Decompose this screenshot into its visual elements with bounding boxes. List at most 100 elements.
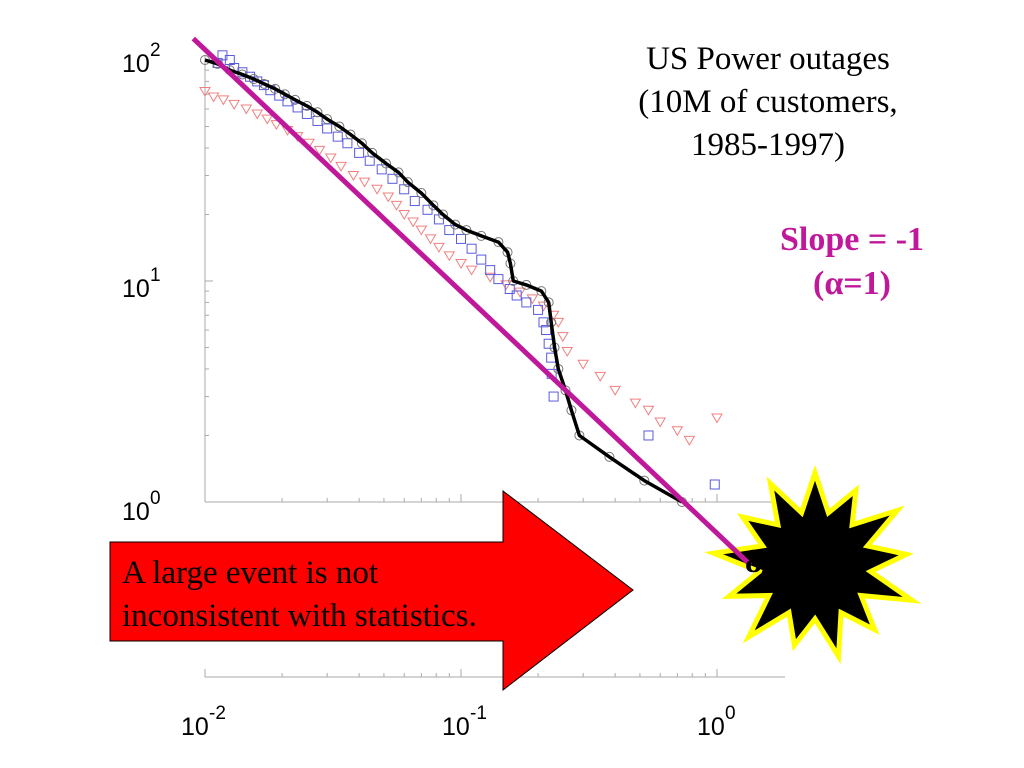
square-point [354, 147, 365, 158]
callout-arrow [109, 489, 634, 692]
square-point [511, 290, 522, 301]
triangle-point [270, 120, 283, 131]
square-point [444, 225, 455, 236]
square-point [322, 123, 333, 134]
triangle-point [455, 259, 467, 269]
x-tick-label-base: 10 [442, 713, 470, 741]
event-date-label: 8/14/03 [745, 543, 849, 580]
circle-point [334, 121, 345, 132]
circle-point [301, 100, 312, 111]
triangle-point [335, 161, 347, 172]
chart-title: US Power outages (10M of customers, 1985… [590, 38, 946, 167]
y-tick-label-base: 10 [122, 498, 150, 526]
circle-point [258, 78, 269, 89]
callout-arrow-shape [109, 489, 634, 692]
square-point [709, 479, 720, 490]
triangle-point [313, 145, 326, 156]
triangle-point [358, 177, 371, 188]
circle-point [450, 219, 461, 230]
y-tick-label: 10 0 [122, 488, 161, 526]
triangle-point [240, 104, 253, 115]
triangle-point [683, 435, 696, 446]
square-point [538, 317, 549, 328]
circle-point [381, 158, 392, 169]
fit-line [191, 36, 753, 567]
triangle-point [443, 251, 456, 262]
y-tick-label: 10 2 [122, 40, 161, 78]
callout-line-2: inconsistent with statistics. [122, 598, 477, 634]
event-burst [704, 464, 922, 665]
cumulative-line [204, 58, 683, 504]
square-point [485, 265, 496, 276]
chart-subtitle-line-1: (10M of customers, [638, 84, 898, 120]
square-point [521, 297, 532, 308]
triangle-point [261, 114, 274, 125]
triangle-point [390, 200, 403, 211]
square-point [456, 233, 466, 244]
square-point [364, 155, 375, 166]
slope-annotation: Slope = -1 (α=1) [762, 218, 942, 306]
triangle-point [609, 385, 622, 396]
y-tick-label: 10 1 [122, 265, 161, 303]
square-point [342, 138, 353, 149]
square-point [533, 304, 544, 315]
fit-line-layer [191, 36, 753, 567]
square-point [643, 430, 654, 441]
triangle-point [514, 287, 526, 298]
square-point [301, 108, 312, 119]
y-tick-label-exponent: 1 [150, 265, 161, 286]
triangle-point [199, 87, 211, 98]
circle-point [428, 200, 439, 211]
triangle-point [424, 234, 437, 245]
x-tick-label: 10 0 [697, 703, 736, 741]
slope-label: Slope = -1 [779, 221, 925, 258]
square-point [476, 254, 487, 265]
square-point [312, 115, 323, 126]
triangle-point [577, 359, 590, 370]
x-tick-label-base: 10 [181, 713, 209, 741]
chart-title-line: US Power outages [646, 41, 890, 77]
triangle-point [433, 242, 445, 253]
triangle-point [228, 99, 241, 110]
square-point [409, 196, 420, 207]
y-tick-label-base: 10 [122, 275, 150, 303]
callout-line-1: A large event is not [122, 555, 379, 591]
triangle-point [415, 225, 428, 236]
triangle-point [556, 332, 569, 343]
circle-point [393, 167, 404, 178]
x-tick-label-base: 10 [697, 713, 725, 741]
triangle-point [398, 209, 411, 220]
alpha-label: (α=1) [813, 265, 891, 302]
axes [204, 55, 785, 678]
circle-point [345, 129, 356, 140]
x-tick-label: 10 -1 [442, 703, 487, 741]
x-tick-label-exponent: -2 [209, 703, 226, 724]
x-tick-label-exponent: 0 [725, 703, 736, 724]
triangle-point [207, 92, 220, 103]
square-point [422, 204, 433, 215]
circle-point [367, 147, 378, 158]
circle-point [416, 188, 427, 199]
series-layer [199, 50, 723, 507]
x-tick-label: 10 -2 [181, 703, 226, 741]
triangle-point [642, 405, 655, 416]
triangle-point [371, 184, 383, 195]
circle-point [290, 94, 301, 105]
triangle-point [324, 153, 337, 164]
triangle-point [347, 171, 360, 182]
circle-point [639, 475, 650, 486]
circle-point [437, 209, 448, 220]
triangle-point [407, 217, 419, 228]
circle-point [356, 138, 367, 149]
square-point [332, 131, 343, 142]
callout-text: A large event is not inconsistent with s… [122, 552, 572, 638]
circle-point [270, 83, 281, 94]
triangle-point [654, 417, 667, 428]
event-burst-star [704, 464, 922, 665]
chart-subtitle-line-2: 1985-1997) [691, 127, 845, 163]
tick-labels: 10 010 110 210 -2 10 -1 10 0 [122, 40, 736, 741]
triangle-point [561, 346, 574, 357]
triangle-point [484, 272, 497, 283]
triangle-point [465, 265, 478, 276]
